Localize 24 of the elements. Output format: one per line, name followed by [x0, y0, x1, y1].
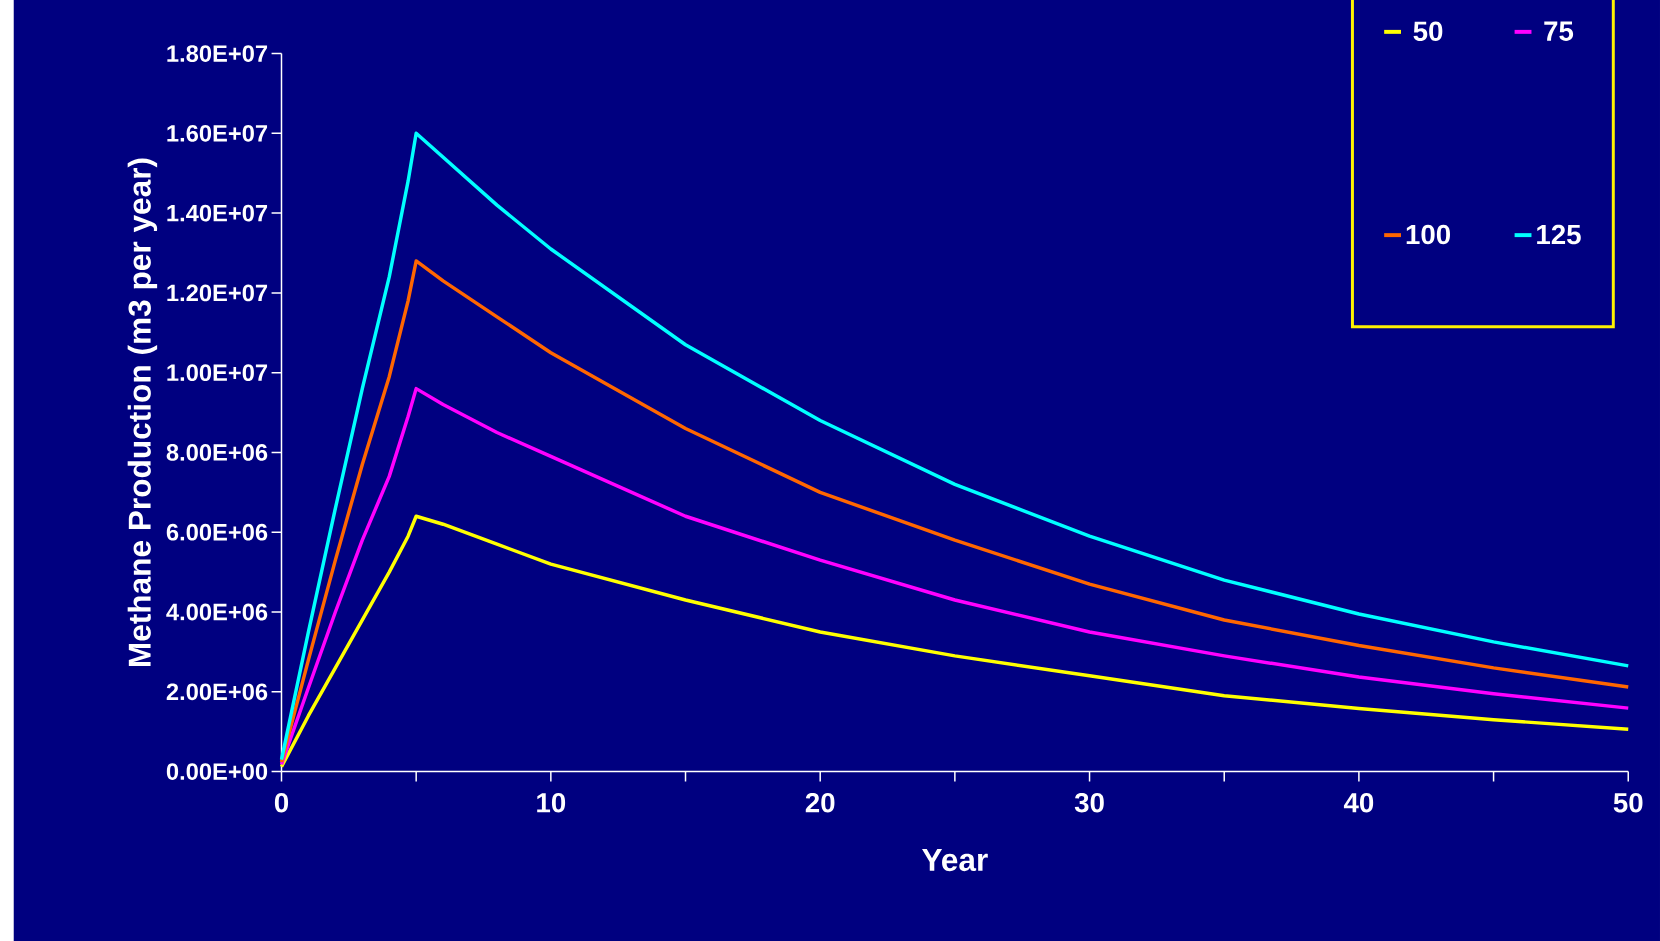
- y-tick-label: 1.20E+07: [167, 284, 268, 302]
- y-tick-label: 1.00E+07: [167, 364, 268, 381]
- y-axis-title: Methane Production (m3 per year): [127, 158, 158, 666]
- x-tick-label: 0: [274, 792, 289, 813]
- y-tick-label: 1.80E+07: [167, 45, 268, 62]
- line-series: [279, 259, 1630, 764]
- y-tick-label: 0.00E+00: [166, 763, 268, 780]
- x-tick-label: 10: [537, 792, 566, 813]
- x-axis-title: Year: [922, 849, 988, 872]
- line-series: [279, 386, 1630, 767]
- legend-label: 50: [1413, 21, 1443, 41]
- legend-label: 75: [1544, 21, 1574, 41]
- x-tick-label: 50: [1613, 792, 1643, 813]
- y-tick-label: 1.60E+07: [167, 124, 268, 142]
- x-tick-label: 40: [1343, 792, 1374, 813]
- y-tick-label: 4.00E+06: [166, 603, 268, 621]
- x-tick-label: 20: [805, 792, 835, 813]
- y-tick-label: 8.00E+06: [166, 443, 268, 461]
- y-tick-label: 1.40E+07: [167, 204, 268, 222]
- legend-label: 100: [1406, 224, 1450, 245]
- y-tick-label: 2.00E+06: [166, 683, 268, 701]
- x-tick-label: 30: [1074, 792, 1104, 813]
- y-tick-label: 6.00E+06: [166, 523, 268, 541]
- legend-label: 125: [1537, 224, 1581, 245]
